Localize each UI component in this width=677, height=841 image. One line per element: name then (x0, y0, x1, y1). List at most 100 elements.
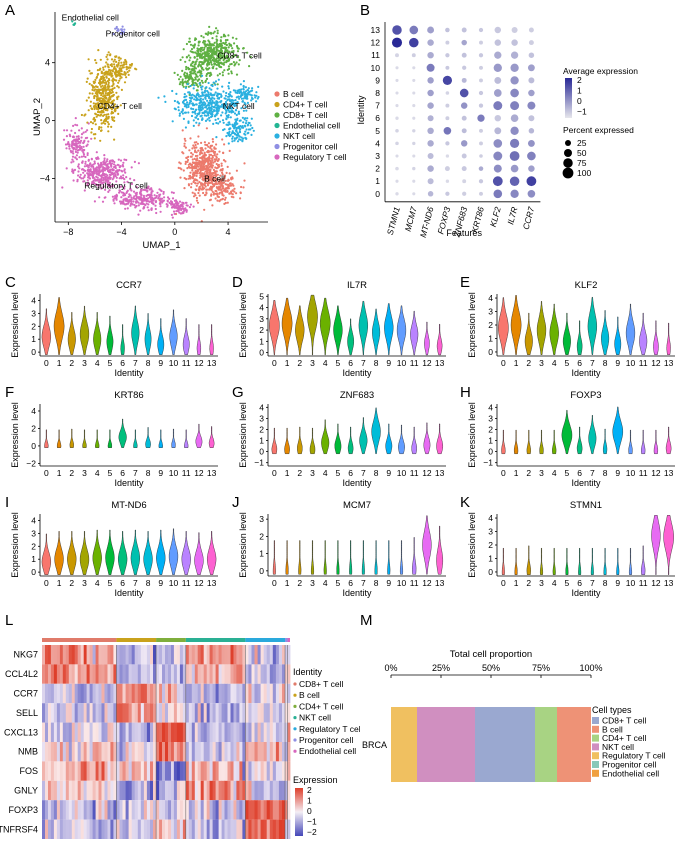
violin-x-tick-label: 8 (146, 578, 151, 588)
umap-point (198, 102, 201, 105)
heatmap-cell (137, 722, 142, 742)
heatmap-cell (185, 664, 190, 684)
violin-shape (501, 548, 505, 575)
heatmap-cell (116, 683, 120, 704)
heatmap-cell (165, 664, 169, 684)
umap-point (192, 195, 196, 198)
violin-x-tick-label: 4 (323, 468, 328, 478)
heatmap-cell (83, 645, 88, 665)
umap-point (210, 180, 213, 183)
violin-x-tick-label: 2 (526, 358, 531, 368)
heatmap-cell (215, 722, 219, 742)
heatmap-cell (215, 645, 219, 665)
umap-point (209, 164, 212, 167)
umap-point (204, 96, 207, 99)
heatmap-cell (143, 703, 148, 723)
umap-point (247, 131, 250, 134)
umap-point (66, 142, 69, 145)
heatmap-cell (137, 683, 142, 704)
umap-point (202, 98, 205, 101)
umap-point (205, 67, 208, 70)
violin-shape (120, 324, 125, 355)
heatmap-cell (137, 742, 142, 762)
violin-shape (311, 540, 314, 575)
umap-point (171, 216, 174, 219)
heatmap-cell (150, 800, 154, 820)
umap-point (201, 57, 204, 60)
umap-point (76, 124, 79, 127)
umap-point (113, 103, 116, 106)
dotplot-dot (412, 166, 416, 171)
heatmap-color-tick: 1 (307, 796, 312, 806)
umap-point (101, 110, 105, 113)
umap-point (108, 104, 111, 107)
umap-point (201, 85, 204, 88)
heatmap-cell (221, 761, 225, 781)
umap-point (216, 187, 219, 190)
heatmap-cell (150, 703, 154, 723)
umap-point (228, 121, 231, 124)
umap-point (225, 171, 228, 174)
heatmap-cell (48, 664, 52, 684)
heatmap-cell (140, 683, 145, 704)
umap-point (96, 156, 99, 159)
umap-point (194, 179, 197, 182)
umap-point (205, 74, 208, 77)
umap-point (245, 119, 248, 122)
violin-y-tick-label: 3 (259, 514, 264, 524)
umap-point (97, 127, 101, 131)
umap-point (183, 142, 186, 145)
violin-shape (384, 303, 394, 356)
heatmap-cell (233, 664, 237, 684)
umap-point (214, 91, 217, 94)
violin-x-tick-label: 13 (435, 468, 445, 478)
heatmap-cell (173, 761, 178, 781)
umap-point (198, 180, 201, 184)
umap-point (82, 141, 85, 144)
heatmap-cell (80, 800, 85, 820)
umap-point (70, 161, 73, 164)
umap-point (202, 163, 205, 166)
violin-x-tick-label: 6 (120, 578, 125, 588)
umap-point (112, 32, 115, 36)
umap-point (187, 177, 190, 180)
umap-point (195, 184, 198, 187)
heatmap-cell (122, 645, 126, 665)
umap-legend-label: CD8+ T cell (283, 110, 327, 120)
dotplot-color-legend-title: Average expression (563, 66, 638, 76)
dotplot-dot (427, 153, 434, 159)
heatmap-legend-label: CD8+ T cell (299, 679, 343, 689)
heatmap-cell (162, 645, 166, 665)
heatmap-cell (248, 645, 252, 665)
umap-point (132, 190, 136, 193)
umap-point (119, 64, 122, 67)
heatmap-cell (107, 819, 111, 839)
heatmap-cell (143, 683, 148, 704)
umap-point (198, 70, 201, 73)
violin-shape (130, 529, 141, 575)
heatmap-cell (182, 780, 187, 801)
heatmap-cell (125, 645, 130, 665)
heatmap-group-bar (285, 638, 288, 642)
heatmap-cell (86, 645, 90, 665)
umap-point (107, 101, 110, 104)
violin-y-tick-label: 0 (31, 567, 36, 577)
umap-point (80, 139, 83, 142)
heatmap-cell (86, 742, 90, 762)
violin-shape (436, 525, 443, 575)
umap-point (194, 72, 197, 75)
umap-point (208, 47, 211, 50)
dotplot-identity-label: 0 (375, 189, 380, 199)
umap-point (106, 93, 109, 97)
umap-point (209, 185, 213, 188)
umap-point (150, 200, 153, 203)
umap-point (112, 77, 115, 80)
umap-point (220, 164, 223, 167)
umap-point (158, 193, 161, 197)
heatmap-cell (248, 780, 252, 801)
violin-x-tick-label: 0 (272, 578, 277, 588)
umap-point (209, 146, 212, 149)
umap-point (111, 173, 114, 176)
